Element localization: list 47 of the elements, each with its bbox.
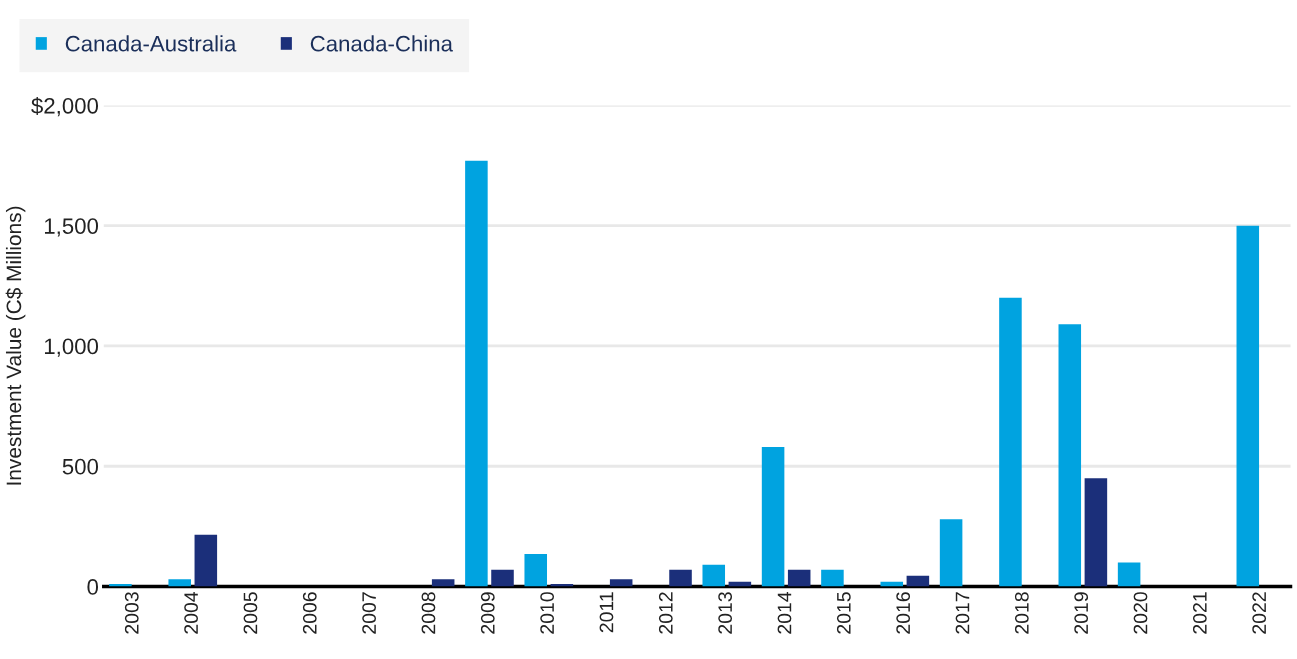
x-tick-label: 2003 bbox=[124, 592, 139, 634]
y-tick-label: $2,000 bbox=[31, 97, 99, 117]
legend-label: Canada-Australia bbox=[65, 35, 237, 52]
bar bbox=[524, 554, 548, 587]
bar bbox=[821, 569, 844, 587]
x-tick-label: 2012 bbox=[658, 592, 673, 634]
x-tick-label: 2014 bbox=[777, 591, 792, 634]
legend-label: Canada-China bbox=[310, 35, 453, 52]
bar bbox=[609, 579, 633, 587]
y-tick-label: 0 bbox=[87, 579, 99, 595]
x-tick-label: 2007 bbox=[362, 592, 376, 634]
x-tick-label: 2004 bbox=[184, 591, 198, 634]
bar bbox=[787, 569, 811, 587]
x-tick-label: 2005 bbox=[243, 592, 258, 634]
x-tick-label: 2006 bbox=[302, 592, 317, 634]
bar bbox=[939, 519, 963, 587]
x-tick-label: 2015 bbox=[836, 592, 851, 634]
x-tick-label: 2019 bbox=[1074, 592, 1089, 634]
x-tick-label: 2016 bbox=[896, 592, 911, 634]
x-tick-label: 2018 bbox=[1014, 592, 1029, 634]
bar bbox=[491, 569, 514, 587]
y-axis-title: Investment Value (C$ Millions) bbox=[5, 206, 26, 485]
x-tick-label: 2009 bbox=[480, 592, 495, 634]
y-tick-label: 1,500 bbox=[44, 218, 99, 237]
x-tick-label: 2013 bbox=[718, 592, 733, 634]
bar bbox=[906, 575, 930, 587]
y-tick-label: 500 bbox=[62, 458, 99, 475]
x-tick-label: 2017 bbox=[955, 592, 970, 634]
x-tick-label: 2020 bbox=[1133, 592, 1148, 634]
bar bbox=[669, 569, 692, 587]
bar bbox=[194, 534, 218, 587]
bar bbox=[465, 160, 488, 587]
bar bbox=[702, 564, 726, 587]
x-tick-label: 2022 bbox=[1252, 592, 1267, 634]
bar bbox=[1236, 225, 1260, 587]
y-tick-label: 1,000 bbox=[44, 338, 99, 357]
bar bbox=[1084, 478, 1108, 587]
bar bbox=[168, 579, 191, 587]
x-tick-label: 2010 bbox=[540, 592, 555, 634]
bar bbox=[431, 579, 455, 587]
bar bbox=[999, 297, 1022, 587]
bar bbox=[761, 447, 785, 587]
x-tick-label: 2011 bbox=[599, 592, 614, 633]
x-tick-label: 2021 bbox=[1192, 592, 1207, 634]
bar bbox=[1058, 324, 1082, 587]
x-tick-label: 2008 bbox=[421, 592, 436, 634]
bar bbox=[1117, 562, 1141, 587]
